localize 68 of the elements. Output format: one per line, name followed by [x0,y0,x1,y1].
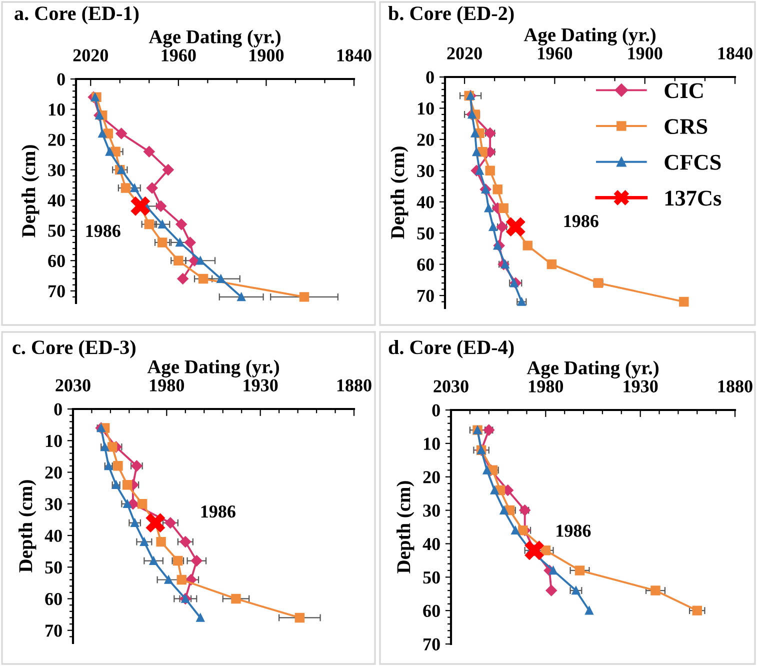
x-tick-label: 1930 [244,379,278,392]
y-tick-label: 70 [46,624,62,637]
y-tick-label: 50 [417,227,434,240]
y-tick-label: 0 [54,403,62,416]
y-tick-label: 30 [417,164,434,178]
legend-label: CRS [664,119,708,134]
x-tick-label: 1930 [624,380,658,392]
y-tick-label: 0 [57,73,65,86]
y-tick-label: 70 [418,290,434,302]
x-tick-label: 1880 [718,380,752,392]
y-tick-label: 60 [417,258,434,271]
y-axis-title: Depth (cm) [396,481,414,574]
y-tick-label: 0 [426,71,434,84]
annotation: 1986 [201,505,236,518]
x-tick-label: 1960 [538,47,572,60]
legend-label: 137Cs [665,190,722,206]
y-tick-label: 50 [45,561,62,574]
legend-label: CFCS [664,154,721,170]
x-tick-label: 1840 [718,47,752,60]
legend-label: CIC [664,83,703,98]
y-tick-label: 10 [424,438,440,450]
y-tick-label: 30 [45,498,62,510]
x-tick-label: 1900 [250,49,284,62]
y-tick-label: 40 [48,194,65,207]
y-axis-title: Depth (cm) [390,146,408,239]
annotation: 1986 [86,224,120,238]
y-tick-label: 70 [424,638,440,650]
x-tick-label: 1880 [337,379,372,392]
y-tick-label: 40 [44,530,62,542]
chart-title: b. Core (ED-2) [388,6,514,24]
x-tick-label: 2020 [447,47,482,60]
y-tick-label: 20 [45,466,62,479]
y-tick-label: 10 [418,102,434,115]
x-tick-label: 1960 [162,49,196,62]
chart-title: a. Core (ED-1) [14,6,139,24]
y-tick-label: 30 [48,164,65,176]
y-tick-label: 20 [48,134,65,146]
y-tick-label: 0 [432,404,440,416]
y-tick-label: 50 [48,224,65,237]
y-tick-label: 60 [48,254,65,268]
y-tick-label: 10 [48,104,65,116]
x-tick-label: 2030 [56,379,90,392]
y-tick-label: 20 [423,471,440,484]
annotation: 1986 [564,215,598,228]
chart-title: c. Core (ED-3) [12,340,136,358]
x-axis-title: Age Dating (yr.) [147,360,279,378]
y-axis-title: Depth (cm) [22,145,40,238]
y-tick-label: 70 [48,285,65,298]
y-tick-label: 10 [46,434,62,448]
x-tick-label: 2030 [434,380,468,392]
x-axis-title: Age Dating (yr.) [148,30,280,48]
annotation: 1986 [556,524,591,537]
y-axis-title: Depth (cm) [18,480,36,572]
y-tick-label: 40 [422,538,440,550]
x-tick-label: 1900 [628,47,662,60]
x-tick-label: 1840 [337,49,372,62]
y-tick-label: 60 [423,604,440,618]
y-tick-label: 60 [45,592,62,606]
y-tick-label: 30 [423,504,440,517]
chart-title: d. Core (ED-4) [388,340,514,358]
x-tick-label: 2020 [73,49,108,62]
x-axis-title: Age Dating (yr.) [524,28,656,46]
x-tick-label: 1980 [150,379,184,392]
y-tick-label: 40 [416,196,434,208]
x-tick-label: 1980 [529,380,564,392]
x-axis-title: Age Dating (yr.) [526,360,658,378]
y-tick-label: 20 [417,134,434,146]
y-tick-label: 50 [423,571,440,584]
